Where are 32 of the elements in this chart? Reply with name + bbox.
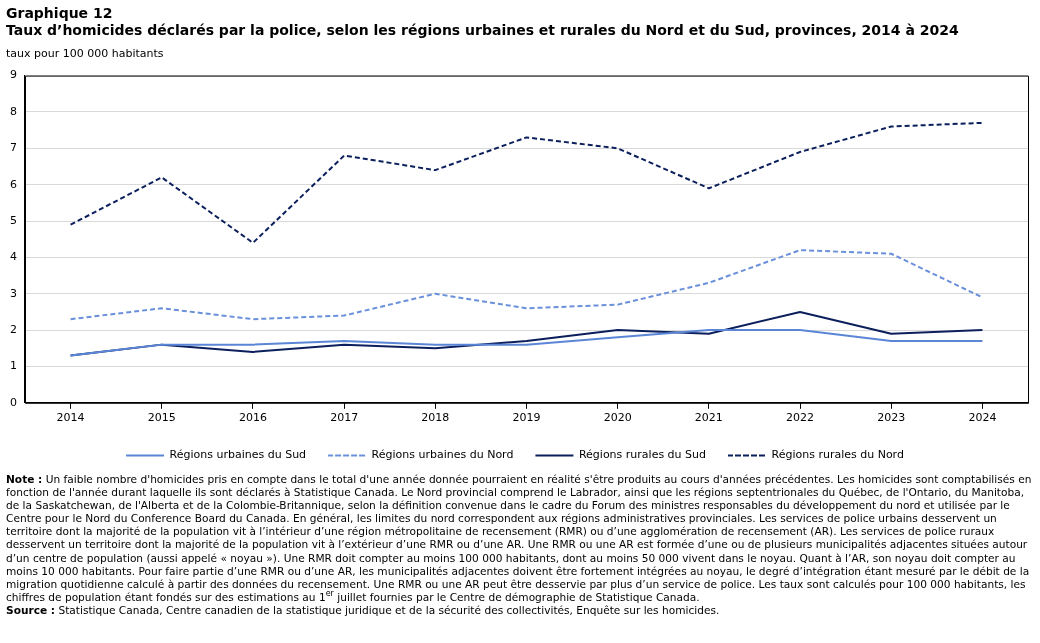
y-tick-label: 2 <box>10 322 17 336</box>
source-note: Source : Statistique Canada, Centre canadien de la statistique juridique et de la sécurité des collectivités, Enquête sur les homicides. <box>6 603 720 616</box>
x-tick-label: 2022 <box>786 411 815 425</box>
y-tick-label: 3 <box>10 286 17 300</box>
y-tick-label: 9 <box>10 68 17 82</box>
x-tick-label: 2024 <box>968 411 997 425</box>
y-tick-label: 7 <box>10 141 17 155</box>
x-tick-label: 2021 <box>694 411 723 425</box>
y-tick-label: 0 <box>10 395 17 409</box>
y-tick-label: 4 <box>10 250 17 264</box>
x-tick-label: 2019 <box>512 411 541 425</box>
line-series <box>69 249 984 321</box>
chart-title: Graphique 12 <box>5 4 114 22</box>
y-tick-label: 5 <box>10 213 17 227</box>
y-axis-title: taux pour 100 000 habitants <box>5 47 165 61</box>
legend-label: Régions rurales du Nord <box>771 448 904 462</box>
line-series <box>69 121 984 244</box>
x-tick-label: 2014 <box>56 411 85 425</box>
x-tick-label: 2018 <box>421 411 450 425</box>
legend-label: Régions rurales du Sud <box>578 448 707 462</box>
y-tick-label: 6 <box>10 177 17 191</box>
legend-label: Régions urbaines du Nord <box>371 448 514 462</box>
x-tick-label: 2015 <box>147 411 176 425</box>
y-tick-label: 8 <box>10 104 17 118</box>
x-tick-label: 2016 <box>238 411 267 425</box>
x-tick-label: 2017 <box>330 411 359 425</box>
legend-label: Régions urbaines du Sud <box>169 448 307 462</box>
text: Note : Un faible nombre d'homicides pris en compte dans le total d'une année donnée pourraient en réalité s'être produits au cours d'années précédentes. Les homicides sont comptabilisés en fonction de l'année durant laquelle ils sont déclarés à Statistique Canada. Le Nord provincial comprend le Labrador, ainsi que les régions septentrionales du Québec, de l'Ontario, du Manitoba, de la Saskatchewan, de l'Alberta et de la Colombie-Britannique, selon la définition convenue dans le cadre du Forum des ministres responsables du développement du nord et utilisée par le Centre pour le Nord du Conference Board du Canada. En général, les limites du nord correspondent aux régions administratives provinciales. Les services de police urbains desservent un territoire dont la majorité de la population vit à l’intérieur d’une région métropolitaine de recensement (RMR) ou d’une agglomération de recensement (AR). Les services de police ruraux desservent un territoire dont la majorité de la population vit à l’extérieur d’une RMR ou d’une AR. Une RMR ou une AR est formée d’une ou de plusieurs municipalités adjacentes situées autour d’un centre de population (aussi appelé « noyau »). Une RMR doit compter au moins 100 000 habitants, dont au moins 50 000 vivent dans le noyau. Quant à l’AR, son noyau doit compter au moins 10 000 habitants. Pour faire partie d’une RMR ou d’une AR, les municipalités adjacentes doivent être fortement intégrées au noyau, le degré d’intégration étant mesuré par le débit de la migration quotidienne calculé à partir des données du recensement. Une RMR ou une AR peut être desservie par plus d’un service de police. Les taux sont calculés pour 100 000 habitants, les chiffres de population étant fondés sur des estimations au 1$^{er}$ juillet fournies par le Centre de démographie de Statistique Canada. <box>6 473 1032 603</box>
x-tick-label: 2020 <box>603 411 632 425</box>
y-tick-label: 1 <box>10 359 17 373</box>
chart-subtitle: Taux d’homicides déclarés par la police, selon les régions urbaines et rurales du Nord et du Sud, provinces, 2014 à 2024 <box>5 22 960 39</box>
x-tick-label: 2023 <box>877 411 906 425</box>
